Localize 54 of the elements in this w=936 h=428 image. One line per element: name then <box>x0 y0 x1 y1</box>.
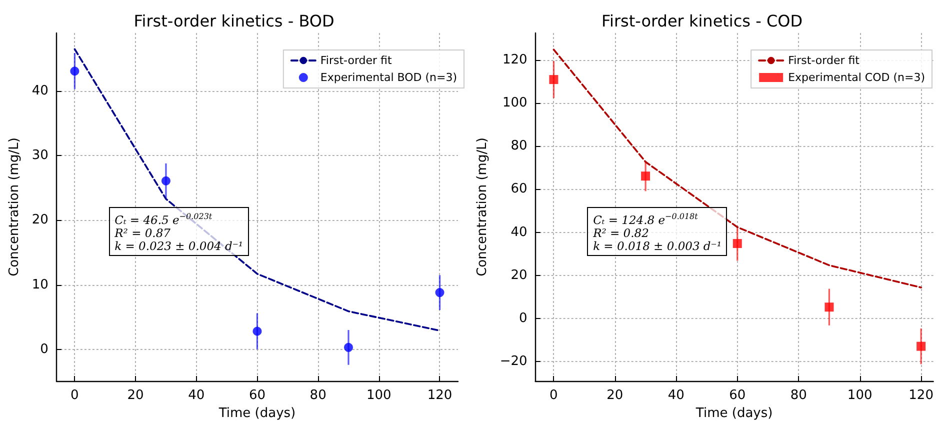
x-tick-label: 40 <box>668 388 684 403</box>
point <box>252 326 262 336</box>
chart-title: First-order kinetics - BOD <box>134 12 334 30</box>
x-axis-title: Time (days) <box>218 406 296 421</box>
y-tick-label: 20 <box>510 268 528 283</box>
x-tick-label: 100 <box>366 388 392 403</box>
chart-title: First-order kinetics - COD <box>601 12 803 30</box>
x-tick-label: 20 <box>606 388 624 403</box>
y-tick-label: 40 <box>32 84 48 99</box>
y-tick-label: 10 <box>32 277 48 292</box>
y-tick-label: 30 <box>32 148 48 164</box>
x-tick-label: 0 <box>550 388 558 403</box>
y-tick-label: 60 <box>510 182 528 197</box>
point <box>641 172 650 181</box>
annotation: R² = 0.87 <box>114 226 170 240</box>
point <box>344 342 353 352</box>
y-tick-label: 20 <box>32 212 48 228</box>
point <box>70 66 80 76</box>
y-axis-title: Concentration (mg/L) <box>7 138 22 276</box>
legend-label: Experimental BOD (n=3) <box>320 71 458 84</box>
point <box>435 288 444 298</box>
y-tick-label: 0 <box>40 342 48 357</box>
annotation: Cₜ = 46.5 e$^{−0.023t}$ <box>114 212 212 227</box>
x-tick-label: 0 <box>70 388 79 403</box>
y-tick-label: 80 <box>510 138 528 154</box>
y-tick-label: 40 <box>510 224 528 240</box>
annotation: k = 0.023 ± 0.004 d⁻¹ <box>114 238 244 253</box>
point <box>549 75 558 84</box>
x-tick-label: 100 <box>847 388 872 403</box>
y-tick-label: −20 <box>500 354 528 370</box>
y-tick-label: 100 <box>502 96 528 111</box>
y-tick-label: 120 <box>502 52 528 68</box>
x-axis-title: Time (days) <box>694 406 773 421</box>
line-series <box>552 48 922 288</box>
point <box>732 239 742 248</box>
annotation: Cₜ = 124.8 e$^{−0.018t}$ <box>593 212 698 227</box>
annotation: k = 0.018 ± 0.003 d⁻¹ <box>593 238 722 253</box>
legend-label: First-order fit <box>788 54 860 67</box>
legend-label: First-order fit <box>320 54 392 67</box>
point <box>161 176 170 186</box>
legend-label: Experimental COD (n=3) <box>788 71 926 84</box>
x-tick-label: 120 <box>908 388 934 403</box>
y-axis-title: Concentration (mg/L) <box>475 138 490 276</box>
y-tick-label: 0 <box>519 311 528 326</box>
x-tick-label: 40 <box>188 388 205 403</box>
x-tick-label: 80 <box>310 388 326 403</box>
x-tick-label: 120 <box>427 388 452 403</box>
annotation: R² = 0.82 <box>593 226 649 240</box>
x-tick-label: 20 <box>127 388 144 403</box>
point <box>824 302 834 312</box>
point <box>916 342 926 351</box>
x-tick-label: 60 <box>248 388 266 403</box>
x-tick-label: 80 <box>790 388 807 403</box>
x-tick-label: 60 <box>729 388 746 403</box>
